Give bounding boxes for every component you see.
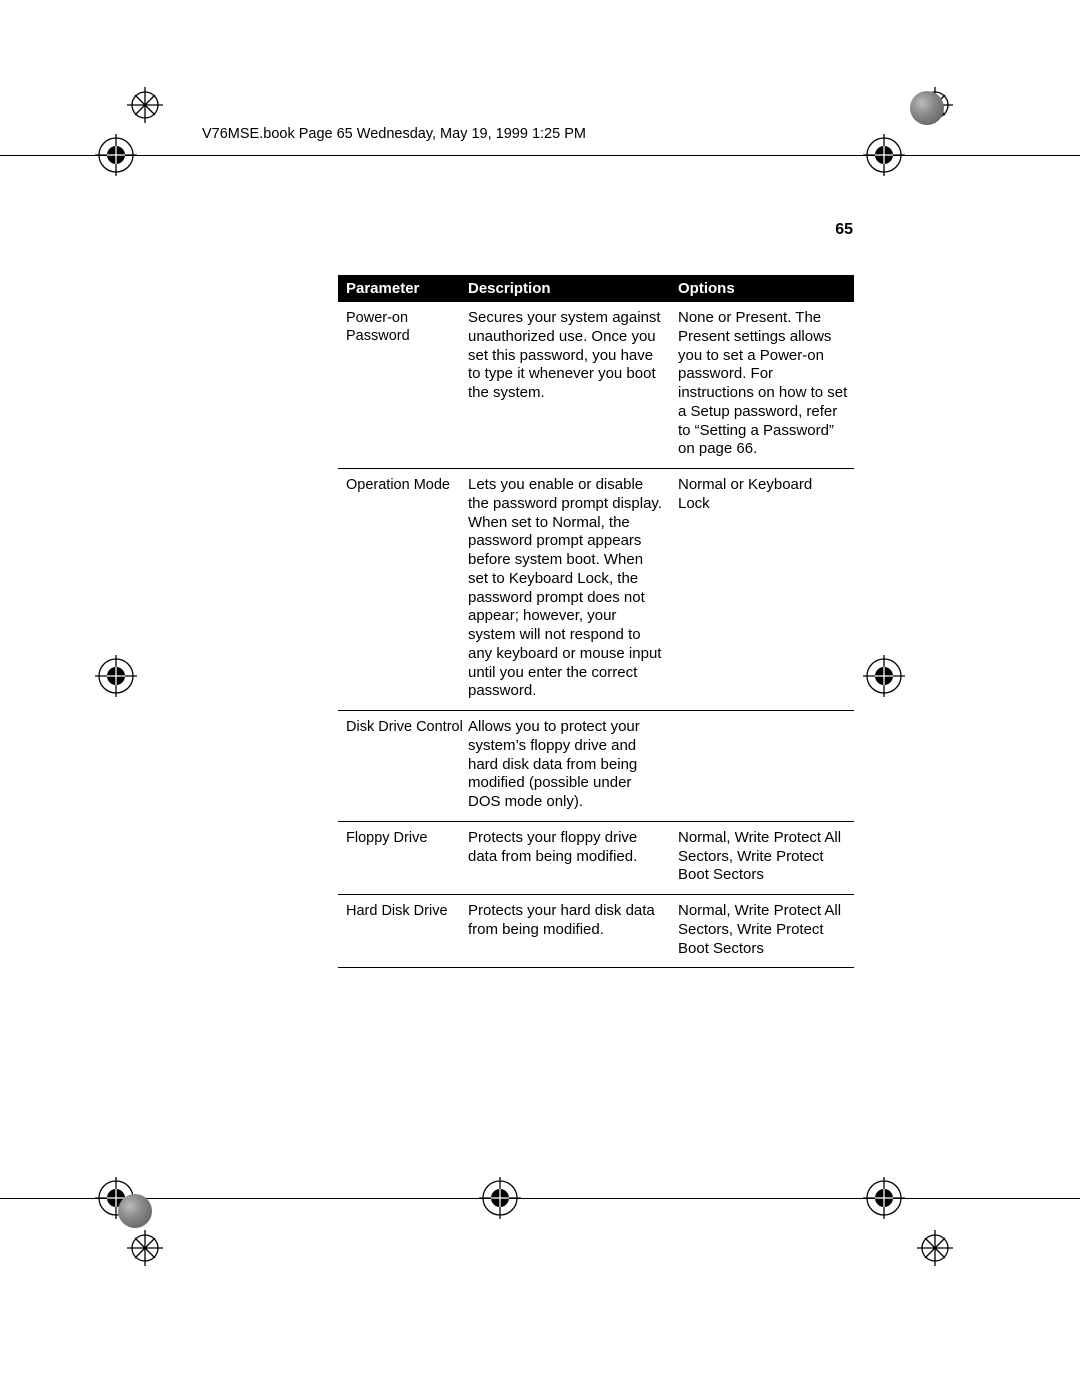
col-header-options: Options (678, 280, 854, 297)
cell-description: Allows you to protect your system’s flop… (468, 718, 678, 812)
registration-mark-icon (95, 655, 137, 697)
cell-description: Lets you enable or disable the password … (468, 476, 678, 701)
table-header-row: Parameter Description Options (338, 275, 854, 302)
table-row: Power-on PasswordSecures your system aga… (338, 302, 854, 469)
cell-options: Normal, Write Protect All Sectors, Write… (678, 829, 854, 885)
registration-mark-icon (863, 1177, 905, 1219)
col-header-parameter: Parameter (338, 280, 468, 297)
cell-parameter: Hard Disk Drive (338, 902, 468, 958)
grey-ball-icon (910, 91, 944, 125)
col-header-description: Description (468, 280, 678, 297)
page-number: 65 (835, 221, 853, 239)
table-row: Disk Drive ControlAllows you to protect … (338, 711, 854, 822)
table-row: Floppy DriveProtects your floppy drive d… (338, 822, 854, 895)
cell-description: Protects your hard disk data from being … (468, 902, 678, 958)
cell-parameter: Disk Drive Control (338, 718, 468, 812)
cell-parameter: Floppy Drive (338, 829, 468, 885)
crop-mark-icon (127, 87, 163, 123)
table-row: Operation ModeLets you enable or disable… (338, 469, 854, 711)
cell-options: Normal or Keyboard Lock (678, 476, 854, 701)
grey-ball-icon (118, 1194, 152, 1228)
cell-options (678, 718, 854, 812)
cell-parameter: Power-on Password (338, 309, 468, 459)
registration-mark-icon (863, 655, 905, 697)
cell-options: None or Present. The Present settings al… (678, 309, 854, 459)
cell-description: Protects your floppy drive data from bei… (468, 829, 678, 885)
crop-mark-icon (917, 1230, 953, 1266)
registration-mark-icon (863, 134, 905, 176)
registration-mark-icon (479, 1177, 521, 1219)
table-row: Hard Disk DriveProtects your hard disk d… (338, 895, 854, 968)
table-body: Power-on PasswordSecures your system aga… (338, 302, 854, 968)
parameters-table: Parameter Description Options Power-on P… (338, 275, 854, 968)
cell-options: Normal, Write Protect All Sectors, Write… (678, 902, 854, 958)
bottom-rule (0, 1198, 1080, 1199)
running-header: V76MSE.book Page 65 Wednesday, May 19, 1… (202, 126, 586, 142)
cell-description: Secures your system against unauthorized… (468, 309, 678, 459)
registration-mark-icon (95, 134, 137, 176)
cell-parameter: Operation Mode (338, 476, 468, 701)
crop-mark-icon (127, 1230, 163, 1266)
top-rule (0, 155, 1080, 156)
